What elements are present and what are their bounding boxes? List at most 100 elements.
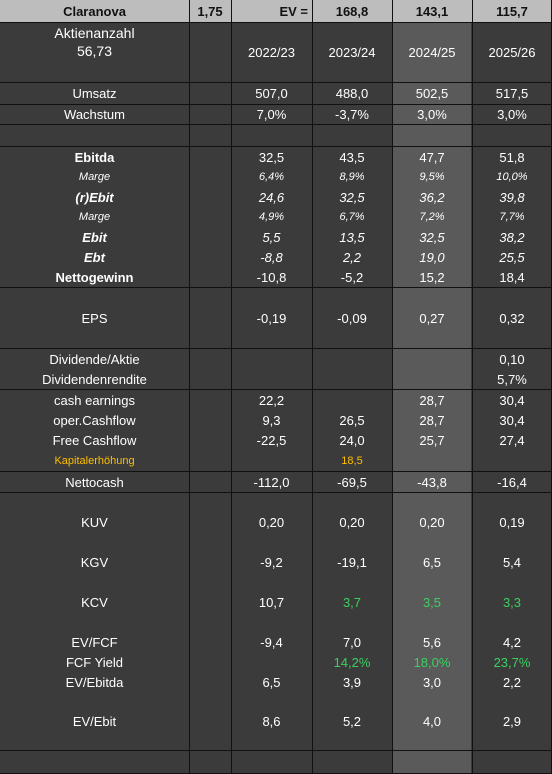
row-label-dividende-aktie: Dividende/Aktie bbox=[49, 351, 140, 367]
cell-ev-ebit-2022-23: 8,6 bbox=[262, 713, 281, 729]
cell-dividendenrendite-2025-26: 5,7% bbox=[497, 371, 527, 387]
cell-ev-ebitda-2023-24: 3,9 bbox=[342, 674, 362, 690]
cell-nettogewinn-2025-26: 18,4 bbox=[499, 269, 525, 285]
cell-kuv-2024-25: 0,20 bbox=[419, 514, 445, 530]
cell-ebitda-2023-24: 43,5 bbox=[339, 149, 365, 165]
header-ev-2025-26: 115,7 bbox=[472, 0, 552, 22]
cell-umsatz-2024-25: 502,5 bbox=[415, 85, 449, 101]
shares-label: Aktienanzahl bbox=[54, 25, 135, 41]
cell-ebt-2023-24: 2,2 bbox=[342, 249, 362, 265]
cell-wachstum-2023-24: -3,7% bbox=[335, 106, 369, 122]
cell-nettocash-2022-23: -112,0 bbox=[253, 474, 290, 490]
cell-free-cashflow-2022-23: -22,5 bbox=[256, 432, 287, 448]
row-label-fcf-yield: FCF Yield bbox=[65, 654, 124, 670]
cell-fcf-yield-2023-24: 14,2% bbox=[333, 654, 371, 670]
cell-marge-2025-26: 10,0% bbox=[496, 170, 528, 183]
cell-kgv-2025-26: 5,4 bbox=[502, 554, 522, 570]
cell-kgv-2022-23: -9,2 bbox=[260, 554, 283, 570]
cell-ebt-2022-23: -8,8 bbox=[260, 249, 283, 265]
cell-cash-earnings-2025-26: 30,4 bbox=[499, 392, 525, 408]
cell-umsatz-2023-24: 488,0 bbox=[335, 85, 369, 101]
cell-ebitda-2022-23: 32,5 bbox=[258, 149, 285, 165]
cell-marge-2023-24: 8,9% bbox=[339, 170, 365, 183]
cell-kapitalerh-hung-2022-23 bbox=[231, 451, 312, 471]
row-label-ebt: Ebt bbox=[84, 249, 105, 265]
row-label-eps: EPS bbox=[81, 310, 108, 326]
cell-umsatz-2022-23: 507,0 bbox=[255, 85, 288, 101]
cell-ev-ebit-2025-26: 2,9 bbox=[502, 713, 522, 729]
header-company: Claranova bbox=[0, 0, 189, 22]
cell-marge-2024-25: 9,5% bbox=[419, 170, 445, 183]
cell-marge-2022-23: 6,4% bbox=[258, 170, 285, 183]
row-label-ev-ebit: EV/Ebit bbox=[72, 713, 117, 729]
row-label-marge: Marge bbox=[78, 170, 111, 183]
cell-ev-fcf-2022-23: -9,4 bbox=[260, 634, 283, 650]
row-label-ev-fcf: EV/FCF bbox=[71, 634, 118, 650]
cell-marge-2023-24: 6,7% bbox=[339, 210, 365, 223]
row-label-ebit: Ebit bbox=[82, 229, 107, 245]
row-label-umsatz: Umsatz bbox=[72, 85, 117, 101]
cell-r-ebit-2023-24: 32,5 bbox=[339, 189, 365, 205]
cell-kcv-2022-23: 10,7 bbox=[258, 594, 285, 610]
cell-fcf-yield-2024-25: 18,0% bbox=[413, 654, 451, 670]
cell-ev-fcf-2024-25: 5,6 bbox=[422, 634, 442, 650]
row-label-kcv: KCV bbox=[81, 594, 108, 610]
header-ev-label: EV = bbox=[231, 0, 312, 22]
cell-dividendenrendite-2022-23 bbox=[231, 369, 312, 389]
row-label-kuv: KUV bbox=[81, 514, 108, 530]
year-2022-23: 2022/23 bbox=[248, 44, 295, 60]
cell-wachstum-2025-26: 3,0% bbox=[497, 106, 527, 122]
cell-dividende-aktie-2025-26: 0,10 bbox=[499, 351, 525, 367]
cell-kcv-2024-25: 3,5 bbox=[422, 594, 442, 610]
cell-kapitalerh-hung-2023-24: 18,5 bbox=[341, 454, 363, 467]
cell-ev-ebit-2023-24: 5,2 bbox=[342, 713, 362, 729]
cell-oper-cashflow-2023-24: 26,5 bbox=[339, 412, 365, 428]
row-label-kgv: KGV bbox=[80, 554, 109, 570]
cell-eps-2025-26: 0,32 bbox=[499, 310, 525, 326]
cell-kcv-2025-26: 3,3 bbox=[502, 594, 522, 610]
cell-ebt-2025-26: 25,5 bbox=[499, 249, 525, 265]
cell-ev-ebitda-2025-26: 2,2 bbox=[502, 674, 522, 690]
cell-marge-2022-23: 4,9% bbox=[258, 210, 285, 223]
cell-r-ebit-2022-23: 24,6 bbox=[258, 189, 285, 205]
cell-ebit-2023-24: 13,5 bbox=[339, 229, 365, 245]
header-ev-2024-25: 143,1 bbox=[392, 0, 472, 22]
cell-eps-2023-24: -0,09 bbox=[337, 310, 367, 326]
row-label-r-ebit: (r)Ebit bbox=[75, 189, 114, 205]
cell-kapitalerh-hung-2025-26 bbox=[472, 451, 552, 471]
cell-cash-earnings-2024-25: 28,7 bbox=[419, 392, 445, 408]
row-label-kapitalerh-hung: Kapitalerhöhung bbox=[54, 454, 135, 467]
cell-kuv-2025-26: 0,19 bbox=[499, 514, 525, 530]
cell-ev-ebit-2024-25: 4,0 bbox=[422, 713, 442, 729]
cell-nettocash-2024-25: -43,8 bbox=[417, 474, 447, 490]
cell-dividende-aktie-2024-25 bbox=[392, 349, 472, 369]
cell-ev-ebitda-2024-25: 3,0 bbox=[422, 674, 442, 690]
cell-fcf-yield-2025-26: 23,7% bbox=[493, 654, 531, 670]
cell-wachstum-2024-25: 3,0% bbox=[417, 106, 447, 122]
cell-kuv-2023-24: 0,20 bbox=[339, 514, 365, 530]
cell-nettogewinn-2024-25: 15,2 bbox=[419, 269, 445, 285]
row-label-wachstum: Wachstum bbox=[64, 106, 125, 122]
cell-ebitda-2025-26: 51,8 bbox=[499, 149, 525, 165]
shares-cell: Aktienanzahl 56,73 bbox=[0, 22, 189, 82]
cell-r-ebit-2024-25: 36,2 bbox=[419, 189, 445, 205]
cell-nettocash-2023-24: -69,5 bbox=[337, 474, 367, 490]
row-label-nettogewinn: Nettogewinn bbox=[55, 269, 134, 285]
cell-cash-earnings-2022-23: 22,2 bbox=[258, 392, 285, 408]
shares-value: 56,73 bbox=[76, 43, 113, 59]
cell-eps-2024-25: 0,27 bbox=[419, 310, 445, 326]
cell-ev-ebitda-2022-23: 6,5 bbox=[262, 674, 281, 690]
year-2023-24: 2023/24 bbox=[328, 44, 376, 60]
cell-oper-cashflow-2025-26: 30,4 bbox=[499, 412, 525, 428]
row-label-oper-cashflow: oper.Cashflow bbox=[53, 412, 136, 428]
cell-nettocash-2025-26: -16,4 bbox=[497, 474, 527, 490]
cell-cash-earnings-2023-24 bbox=[312, 390, 392, 410]
cell-marge-2024-25: 7,2% bbox=[419, 210, 445, 223]
row-label-dividendenrendite: Dividendenrendite bbox=[42, 371, 147, 387]
cell-r-ebit-2025-26: 39,8 bbox=[499, 189, 525, 205]
cell-nettogewinn-2022-23: -10,8 bbox=[256, 269, 287, 285]
cell-ev-fcf-2023-24: 7,0 bbox=[342, 634, 362, 650]
cell-free-cashflow-2025-26: 27,4 bbox=[499, 432, 525, 448]
cell-umsatz-2025-26: 517,5 bbox=[495, 85, 529, 101]
cell-oper-cashflow-2024-25: 28,7 bbox=[419, 412, 445, 428]
